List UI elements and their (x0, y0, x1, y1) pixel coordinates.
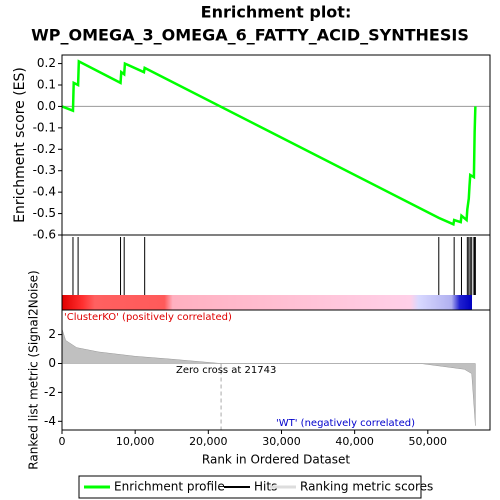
legend-label: Hits (254, 480, 277, 494)
annotation: 'WT' (negatively correlated) (276, 418, 415, 429)
y2-axis-label: Ranked list metric (Signal2Noise) (27, 270, 41, 469)
x-tick-label: 10,000 (116, 435, 155, 448)
annotation: Zero cross at 21743 (176, 365, 276, 376)
panel-frame (61, 309, 491, 431)
annotation: 'ClusterKO' (positively correlated) (64, 312, 232, 323)
y-tick-label: -0.2 (33, 142, 56, 156)
y2-tick-label: -4 (44, 414, 56, 428)
legend-label: Enrichment profile (114, 480, 225, 494)
y-tick-label: -0.6 (33, 228, 56, 242)
legend: Enrichment profile Hits Ranking metric s… (78, 475, 433, 499)
y-tick-label: -0.4 (33, 185, 56, 199)
y-tick-label: -0.1 (33, 120, 56, 134)
y-axis-label: Enrichment score (ES) (12, 67, 28, 223)
color-bar (62, 295, 472, 310)
x-tick-label: 0 (59, 435, 66, 448)
x-tick-label: 30,000 (262, 435, 301, 448)
chart-title: WP_OMEGA_3_OMEGA_6_FATTY_ACID_SYNTHESIS (31, 26, 469, 45)
x-axis-label: Rank in Ordered Dataset (202, 453, 350, 467)
enrichment-line (61, 59, 477, 227)
x-tick-label: 50,000 (409, 435, 448, 448)
y2-tick-label: 2 (48, 327, 56, 341)
chart-title: Enrichment plot: (201, 3, 352, 22)
metric-area (61, 328, 476, 426)
y-tick-label: -0.3 (33, 163, 56, 177)
panel-frame (61, 54, 491, 236)
x-tick-label: 40,000 (335, 435, 374, 448)
y2-tick-label: -2 (44, 385, 56, 399)
legend-label: Ranking metric scores (300, 480, 433, 494)
y-tick-label: 0.2 (37, 56, 56, 70)
y2-tick-label: 0 (48, 356, 56, 370)
x-tick-label: 20,000 (189, 435, 228, 448)
y-tick-label: -0.5 (33, 206, 56, 220)
y-tick-label: 0.1 (37, 78, 56, 92)
y-tick-label: 0.0 (37, 99, 56, 113)
